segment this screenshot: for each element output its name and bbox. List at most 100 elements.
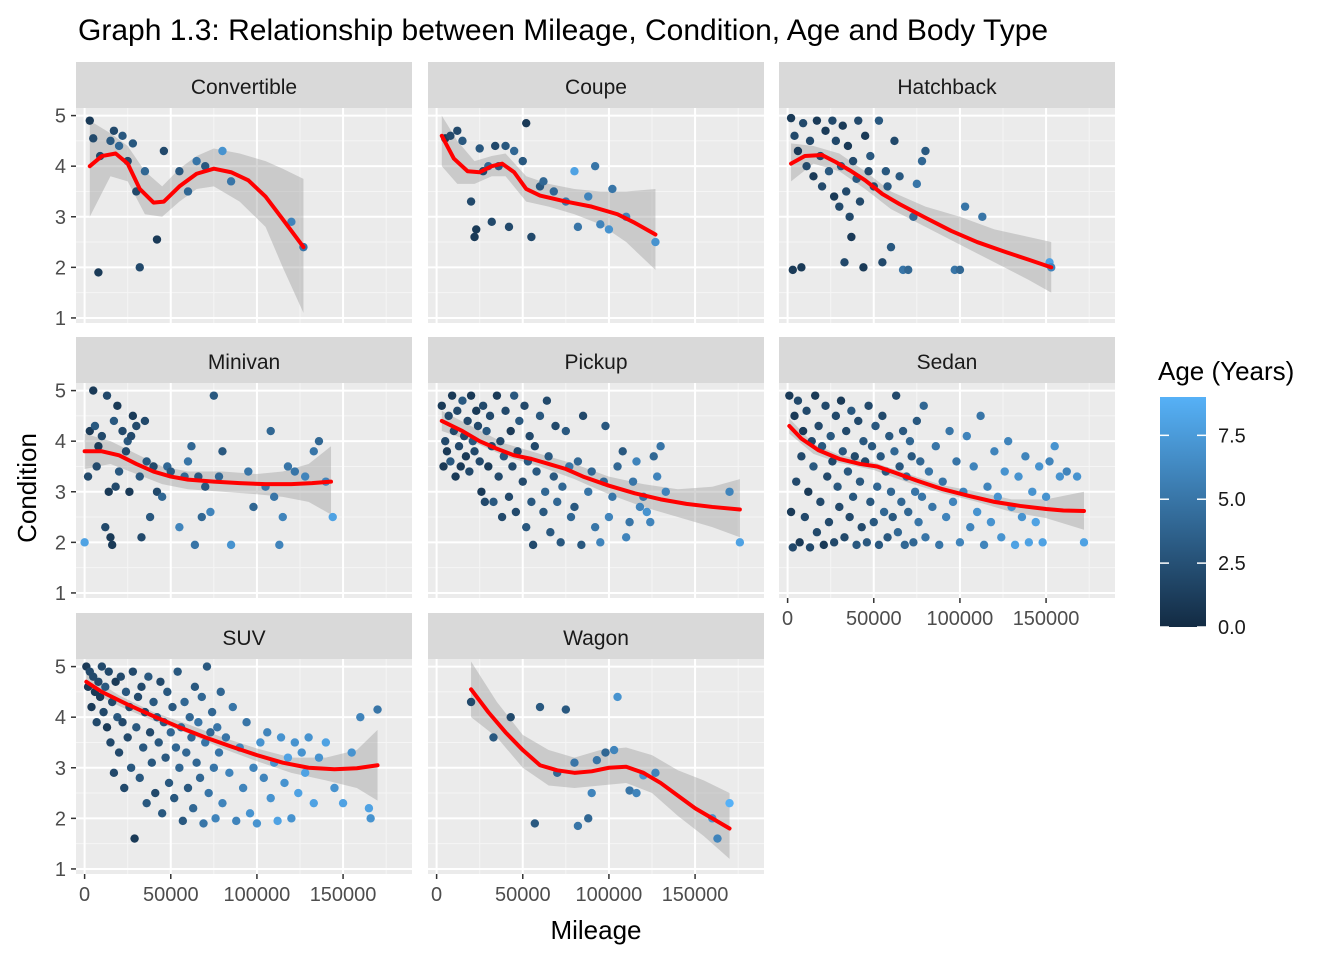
- data-point: [366, 814, 375, 823]
- data-point: [821, 126, 830, 135]
- facet-suv: SUV 1 2 3 4 5 0 50000 100000 150000: [55, 613, 412, 906]
- data-point: [453, 126, 462, 135]
- data-point: [101, 522, 110, 532]
- data-point: [842, 187, 851, 196]
- data-point: [838, 121, 847, 130]
- x-tick-label: 100000: [927, 608, 994, 630]
- data-point: [114, 141, 124, 151]
- data-point: [874, 116, 884, 125]
- data-point: [613, 462, 622, 471]
- data-point: [596, 220, 605, 229]
- data-point: [976, 411, 985, 421]
- data-point: [824, 167, 834, 176]
- data-point: [492, 391, 502, 400]
- data-point: [144, 672, 153, 681]
- data-point: [101, 682, 110, 692]
- data-point: [128, 411, 138, 421]
- confidence-band: [84, 433, 332, 515]
- data-point: [164, 778, 174, 788]
- data-point: [170, 793, 179, 803]
- data-point: [314, 436, 324, 446]
- data-point: [314, 753, 324, 762]
- data-point: [891, 391, 901, 400]
- data-point: [573, 222, 583, 232]
- data-point: [249, 502, 258, 512]
- y-tick-label: 2: [55, 532, 66, 554]
- data-point: [506, 426, 515, 436]
- data-point: [130, 834, 139, 843]
- facet-strip-label: Convertible: [191, 76, 297, 99]
- y-tick-label: 4: [55, 431, 66, 453]
- data-point: [821, 401, 830, 410]
- data-point: [145, 512, 155, 522]
- data-point: [788, 543, 797, 552]
- data-point: [107, 540, 117, 550]
- data-point: [1045, 457, 1054, 466]
- data-point: [283, 462, 293, 471]
- data-point: [860, 131, 870, 141]
- data-point: [218, 146, 227, 156]
- data-point: [642, 507, 652, 517]
- data-point: [1000, 467, 1009, 476]
- data-point: [89, 672, 98, 681]
- confidence-band: [89, 120, 304, 313]
- data-point: [805, 136, 815, 146]
- data-point: [166, 728, 175, 737]
- data-point: [878, 258, 887, 267]
- data-point: [867, 442, 877, 451]
- data-point: [273, 816, 282, 826]
- data-point: [183, 457, 193, 466]
- legend-tick-label: 7.5: [1218, 425, 1246, 447]
- confidence-band: [789, 418, 1084, 530]
- facet-strip-label: Hatchback: [897, 76, 997, 99]
- legend-tick-label: 2.5: [1218, 553, 1246, 575]
- data-point: [80, 538, 89, 547]
- data-point: [214, 748, 224, 757]
- data-point: [1031, 517, 1040, 527]
- data-point: [121, 687, 131, 697]
- data-point: [812, 528, 822, 537]
- data-point: [931, 442, 940, 451]
- data-point: [104, 487, 113, 496]
- data-point: [238, 783, 248, 793]
- data-point: [113, 401, 122, 410]
- data-point: [840, 533, 849, 542]
- data-point: [829, 192, 839, 201]
- facet-strip: [428, 337, 764, 383]
- data-point: [225, 768, 234, 778]
- data-point: [114, 467, 124, 476]
- data-point: [566, 512, 576, 522]
- x-tick-label: 0: [79, 884, 90, 906]
- legend-tick-label: 0.0: [1218, 617, 1246, 639]
- y-axis-label: Condition: [12, 433, 42, 543]
- data-point: [549, 472, 558, 481]
- data-point: [120, 783, 129, 793]
- legend-ticks: 0.0 2.5 5.0 7.5: [1160, 425, 1246, 639]
- data-point: [518, 156, 527, 166]
- data-point: [472, 406, 481, 416]
- data-point: [489, 733, 498, 742]
- data-point: [842, 426, 851, 436]
- data-point: [454, 442, 464, 451]
- data-point: [972, 507, 982, 517]
- data-point: [873, 482, 882, 491]
- data-point: [829, 538, 839, 547]
- data-point: [228, 702, 237, 712]
- data-point: [470, 447, 479, 456]
- data-point: [439, 462, 448, 471]
- data-point: [646, 517, 655, 527]
- data-point: [855, 197, 865, 206]
- data-point: [831, 136, 841, 146]
- data-point: [297, 748, 306, 757]
- data-point: [790, 411, 799, 421]
- data-point: [997, 533, 1006, 542]
- data-point: [895, 172, 904, 181]
- data-point: [441, 436, 450, 446]
- x-tick-label: 50000: [495, 884, 551, 906]
- data-point: [601, 421, 610, 431]
- data-point: [515, 416, 524, 426]
- data-point: [497, 512, 507, 522]
- data-point: [805, 543, 815, 552]
- data-point: [171, 743, 181, 752]
- y-tick-label: 4: [55, 707, 66, 729]
